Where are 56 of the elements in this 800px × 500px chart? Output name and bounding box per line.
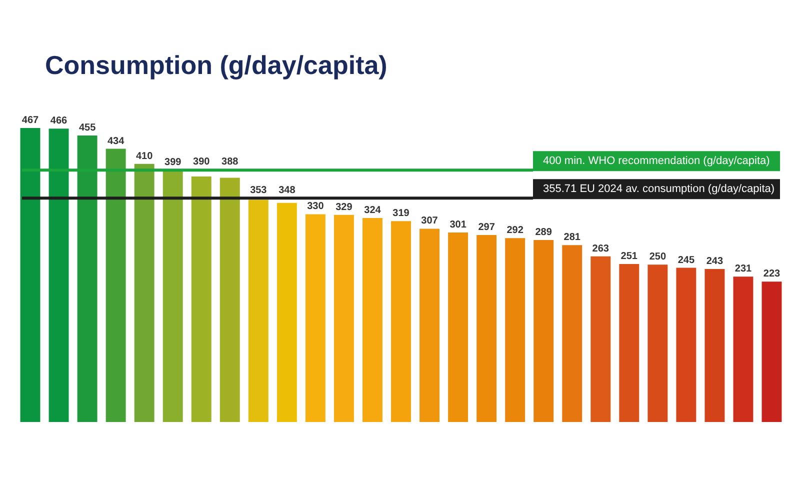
data-label: 289 [535, 227, 552, 238]
bar [334, 214, 354, 422]
bar [20, 128, 40, 422]
data-label: 243 [706, 256, 724, 268]
bar [420, 228, 440, 422]
data-label: 399 [164, 156, 182, 168]
bar [362, 218, 382, 422]
bar [590, 256, 611, 422]
data-label: 329 [336, 202, 353, 213]
ref-line-label: 400 min. WHO recommendation (g/day/capita) [543, 155, 770, 168]
data-label: 434 [107, 136, 125, 147]
data-label: 223 [763, 268, 781, 280]
data-label: 330 [307, 201, 324, 212]
bar [704, 269, 725, 422]
data-label: 250 [649, 252, 666, 263]
bar [448, 232, 468, 422]
bar [648, 264, 668, 422]
bar [762, 282, 782, 422]
data-label: 281 [564, 232, 581, 244]
bar [162, 170, 183, 422]
data-label: 348 [278, 184, 296, 196]
bar [48, 128, 69, 422]
data-label: 324 [364, 205, 382, 216]
bar [562, 245, 582, 422]
bar [476, 235, 497, 422]
bar [220, 178, 240, 422]
data-label: 301 [450, 220, 467, 231]
bar [505, 238, 526, 422]
chart-title: Consumption (g/day/capita) [45, 50, 388, 80]
bar [106, 148, 126, 422]
data-label: 388 [222, 156, 239, 168]
bar [619, 264, 640, 422]
data-label: 231 [734, 264, 752, 275]
bar [391, 221, 411, 422]
data-label: 263 [592, 243, 610, 254]
data-label: 292 [506, 225, 524, 236]
bar [248, 200, 268, 422]
ref-line-label: 355.71 EU 2024 av. consumption (g/day/capita) [543, 183, 775, 196]
data-label: 353 [250, 184, 268, 196]
bar [191, 176, 212, 422]
data-label: 307 [421, 216, 438, 227]
bar [134, 164, 154, 422]
data-label: 319 [392, 208, 410, 220]
bar [534, 240, 554, 422]
data-label: 467 [22, 115, 40, 126]
bar [676, 268, 696, 422]
bar [733, 276, 754, 422]
bar [276, 202, 297, 422]
data-label: 455 [78, 122, 96, 134]
data-label: 245 [678, 254, 695, 266]
data-label: 297 [478, 222, 496, 234]
bar [305, 214, 326, 422]
data-label: 410 [136, 150, 154, 162]
data-label: 251 [620, 250, 638, 262]
data-label: 390 [193, 156, 210, 168]
data-label: 466 [50, 116, 68, 127]
